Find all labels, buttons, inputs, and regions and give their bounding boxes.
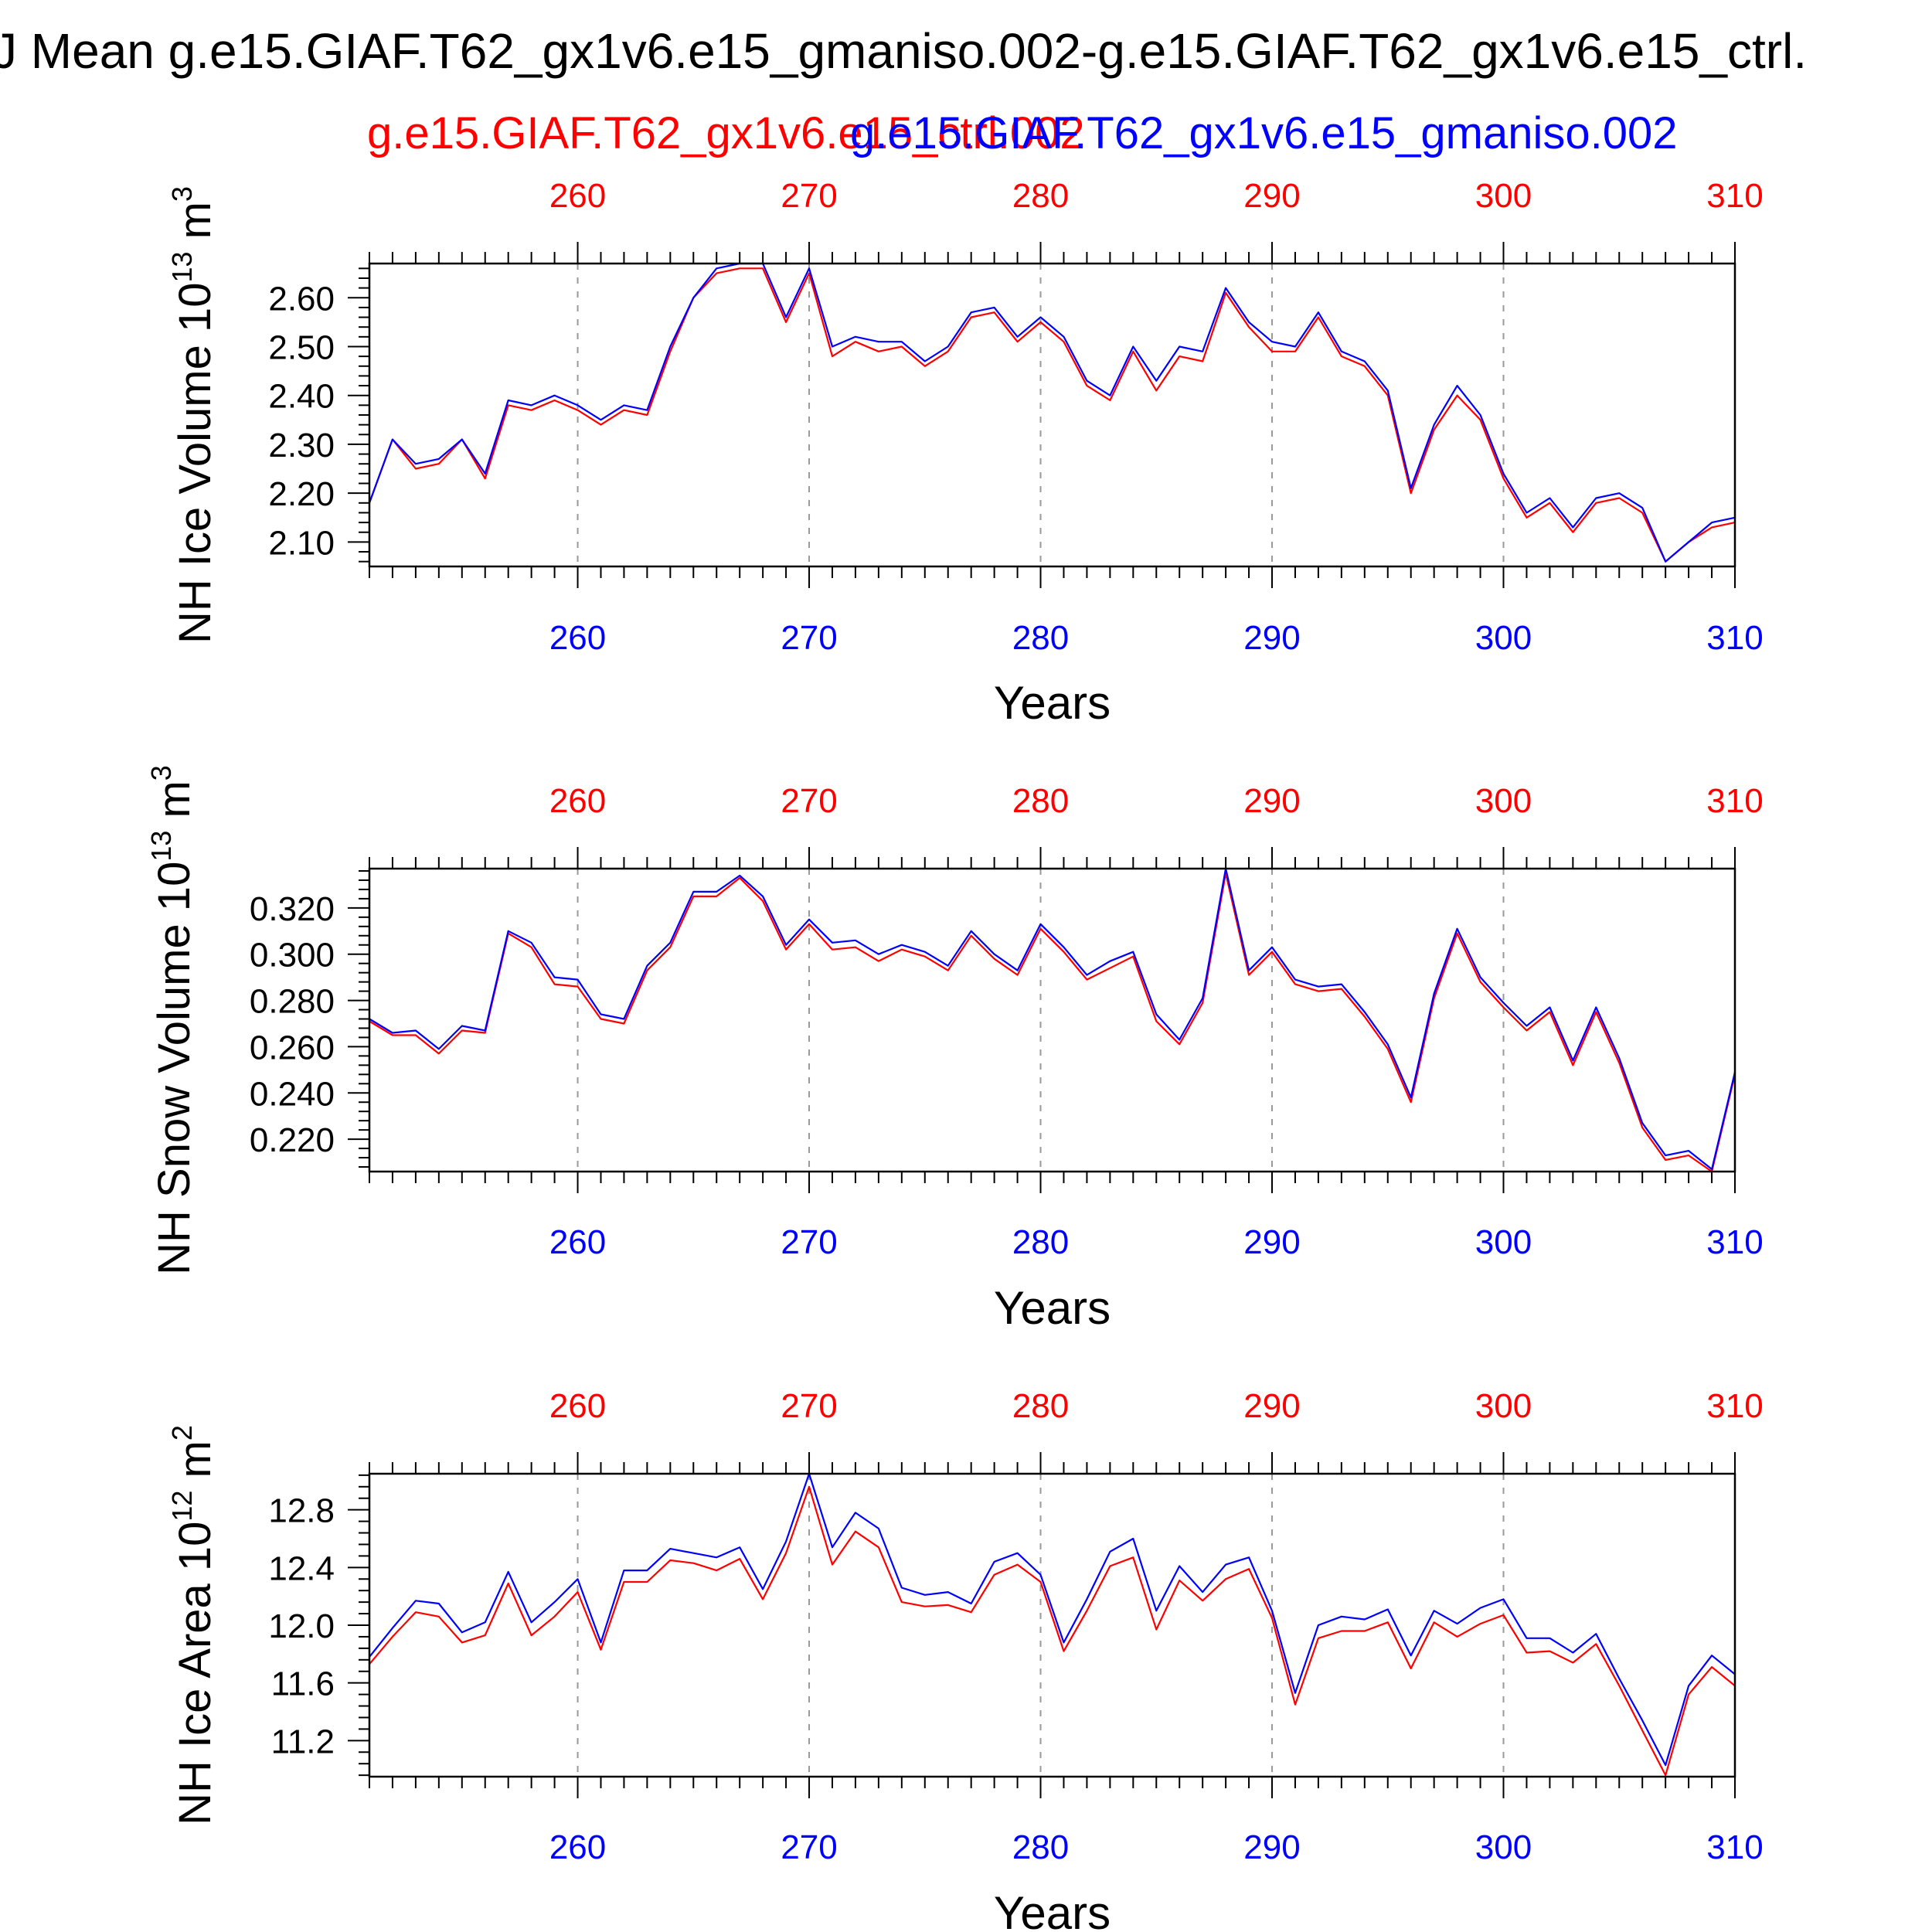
y-tick-label: 12.0: [268, 1607, 335, 1645]
x-tick-label-bottom: 260: [549, 619, 606, 657]
x-tick-label-top: 290: [1243, 1387, 1300, 1425]
x-axis-label: Years: [994, 677, 1111, 729]
series-line-gmaniso: [368, 262, 1736, 563]
plot-frame: [368, 867, 1736, 1173]
x-tick-label-top: 260: [549, 1387, 606, 1425]
x-tick-label-top: 280: [1012, 782, 1069, 820]
ice-area-panel: 11.2 11.6 12.0 12.4 12.8 260 260 270 270 280 280 29…: [166, 1387, 1764, 1932]
x-tick-label-top: 300: [1475, 1387, 1532, 1425]
x-tick-label-bottom: 270: [781, 1828, 837, 1866]
legend-gmaniso-label: g.e15.GIAF.T62_gx1v6.e15_gmaniso.002: [850, 108, 1678, 158]
snow-volume-panel: 0.220 0.240 0.260 0.280 0.300 0.320 260 260 270 2…: [145, 765, 1764, 1334]
x-tick-label-bottom: 280: [1012, 619, 1069, 657]
y-tick-label: 2.20: [268, 475, 335, 513]
y-tick-label: 11.6: [271, 1665, 335, 1703]
y-axis-label-unit: m: [170, 1440, 220, 1490]
x-tick-label-bottom: 290: [1243, 619, 1300, 657]
y-axis-label-exponent: 13: [166, 251, 198, 282]
x-tick-label-top: 290: [1243, 782, 1300, 820]
y-axis-label-text: NH Snow Volume 10: [149, 862, 199, 1275]
x-tick-label-bottom: 300: [1475, 619, 1532, 657]
y-tick-label: 2.60: [268, 280, 335, 318]
x-tick-label-bottom: 280: [1012, 1828, 1069, 1866]
y-axis-label-exponent: 13: [145, 831, 177, 862]
x-tick-label-top: 290: [1243, 177, 1300, 215]
y-tick-label: 0.260: [250, 1029, 335, 1066]
x-tick-label-top: 280: [1012, 1387, 1069, 1425]
y-tick-label: 11.2: [271, 1723, 335, 1760]
y-tick-label: 12.8: [268, 1492, 335, 1530]
x-tick-label-bottom: 300: [1475, 1223, 1532, 1261]
x-axis-label: Years: [994, 1282, 1111, 1334]
x-tick-label-bottom: 310: [1706, 1828, 1763, 1866]
y-axis-label-text: NH Ice Area 10: [170, 1522, 220, 1825]
x-tick-label-top: 300: [1475, 177, 1532, 215]
x-tick-label-top: 260: [549, 177, 606, 215]
y-tick-label: 0.220: [250, 1121, 335, 1159]
x-tick-label-bottom: 290: [1243, 1828, 1300, 1866]
y-axis-label: NH Ice Volume 1013 m3: [166, 186, 220, 644]
x-tick-label-bottom: 300: [1475, 1828, 1532, 1866]
y-axis-label-unit-exponent: 2: [166, 1425, 198, 1440]
x-tick-label-bottom: 310: [1706, 619, 1763, 657]
x-tick-label-top: 300: [1475, 782, 1532, 820]
series-line-ctrl: [368, 267, 1736, 563]
y-tick-label: 2.40: [268, 378, 335, 416]
y-tick-label: 0.300: [250, 937, 335, 975]
series-line-ctrl: [369, 872, 1736, 1173]
y-axis-label-text: NH Ice Volume 10: [170, 283, 220, 644]
x-tick-label-top: 310: [1706, 782, 1763, 820]
series-line-gmaniso: [369, 1472, 1736, 1767]
x-axis-label: Years: [994, 1887, 1111, 1932]
legend-ctrl-label: g.e15.GIAF.T62_gx1v6.e15_ctrl.002: [367, 108, 1085, 158]
series-line-ctrl: [369, 1485, 1736, 1777]
y-axis-label: NH Ice Area 1012 m2: [166, 1425, 220, 1825]
y-tick-label: 0.320: [250, 890, 335, 928]
y-axis-label: NH Snow Volume 1013 m3: [145, 765, 199, 1275]
x-tick-label-bottom: 310: [1706, 1223, 1763, 1261]
x-tick-label-bottom: 260: [549, 1828, 606, 1866]
x-tick-label-top: 270: [781, 177, 837, 215]
y-tick-label: 0.280: [250, 983, 335, 1021]
y-axis-label-unit-exponent: 3: [145, 765, 177, 781]
x-tick-label-top: 280: [1012, 177, 1069, 215]
y-axis-label-unit: m: [170, 202, 220, 251]
x-tick-label-bottom: 270: [781, 619, 837, 657]
y-tick-label: 0.240: [250, 1075, 335, 1113]
y-tick-label: 2.50: [268, 328, 335, 366]
figure-title: J Mean g.e15.GIAF.T62_gx1v6.e15_gmaniso.…: [0, 23, 1807, 79]
x-tick-label-top: 270: [781, 782, 837, 820]
y-tick-label: 12.4: [268, 1549, 335, 1587]
y-axis-label-exponent: 12: [166, 1491, 198, 1522]
x-tick-label-top: 310: [1706, 177, 1763, 215]
y-tick-label: 2.30: [268, 427, 335, 464]
series-line-gmaniso: [369, 867, 1736, 1171]
ice-volume-panel: 2.10 2.20 2.30 2.40 2.50 2.60 260 260 270 270 280 2…: [166, 177, 1764, 729]
y-axis-label-unit: m: [149, 781, 199, 830]
x-tick-label-bottom: 260: [549, 1223, 606, 1261]
x-tick-label-top: 270: [781, 1387, 837, 1425]
y-tick-label: 2.10: [268, 524, 335, 562]
y-axis-label-unit-exponent: 3: [166, 186, 198, 202]
x-tick-label-bottom: 290: [1243, 1223, 1300, 1261]
x-tick-label-bottom: 280: [1012, 1223, 1069, 1261]
x-tick-label-bottom: 270: [781, 1223, 837, 1261]
x-tick-label-top: 310: [1706, 1387, 1763, 1425]
x-tick-label-top: 260: [549, 782, 606, 820]
